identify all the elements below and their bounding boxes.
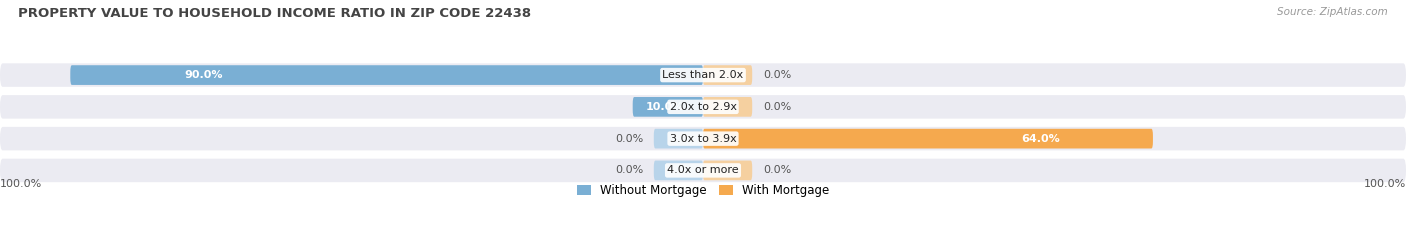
Text: Less than 2.0x: Less than 2.0x — [662, 70, 744, 80]
FancyBboxPatch shape — [703, 97, 752, 117]
Text: 2.0x to 2.9x: 2.0x to 2.9x — [669, 102, 737, 112]
FancyBboxPatch shape — [0, 95, 1406, 119]
Text: 10.0%: 10.0% — [645, 102, 683, 112]
Text: 0.0%: 0.0% — [614, 165, 644, 175]
Text: 100.0%: 100.0% — [0, 179, 42, 189]
FancyBboxPatch shape — [0, 63, 1406, 87]
Text: Source: ZipAtlas.com: Source: ZipAtlas.com — [1277, 7, 1388, 17]
Text: 4.0x or more: 4.0x or more — [668, 165, 738, 175]
Text: 100.0%: 100.0% — [1364, 179, 1406, 189]
FancyBboxPatch shape — [654, 129, 703, 148]
Text: 0.0%: 0.0% — [762, 102, 792, 112]
Legend: Without Mortgage, With Mortgage: Without Mortgage, With Mortgage — [572, 179, 834, 202]
FancyBboxPatch shape — [0, 159, 1406, 182]
FancyBboxPatch shape — [703, 129, 1153, 148]
Text: 0.0%: 0.0% — [762, 70, 792, 80]
FancyBboxPatch shape — [70, 65, 703, 85]
FancyBboxPatch shape — [633, 97, 703, 117]
FancyBboxPatch shape — [0, 127, 1406, 150]
Text: 90.0%: 90.0% — [184, 70, 222, 80]
Text: PROPERTY VALUE TO HOUSEHOLD INCOME RATIO IN ZIP CODE 22438: PROPERTY VALUE TO HOUSEHOLD INCOME RATIO… — [18, 7, 531, 20]
Text: 64.0%: 64.0% — [1021, 134, 1060, 144]
Text: 3.0x to 3.9x: 3.0x to 3.9x — [669, 134, 737, 144]
FancyBboxPatch shape — [703, 65, 752, 85]
FancyBboxPatch shape — [654, 161, 703, 180]
Text: 0.0%: 0.0% — [762, 165, 792, 175]
Text: 0.0%: 0.0% — [614, 134, 644, 144]
FancyBboxPatch shape — [703, 161, 752, 180]
